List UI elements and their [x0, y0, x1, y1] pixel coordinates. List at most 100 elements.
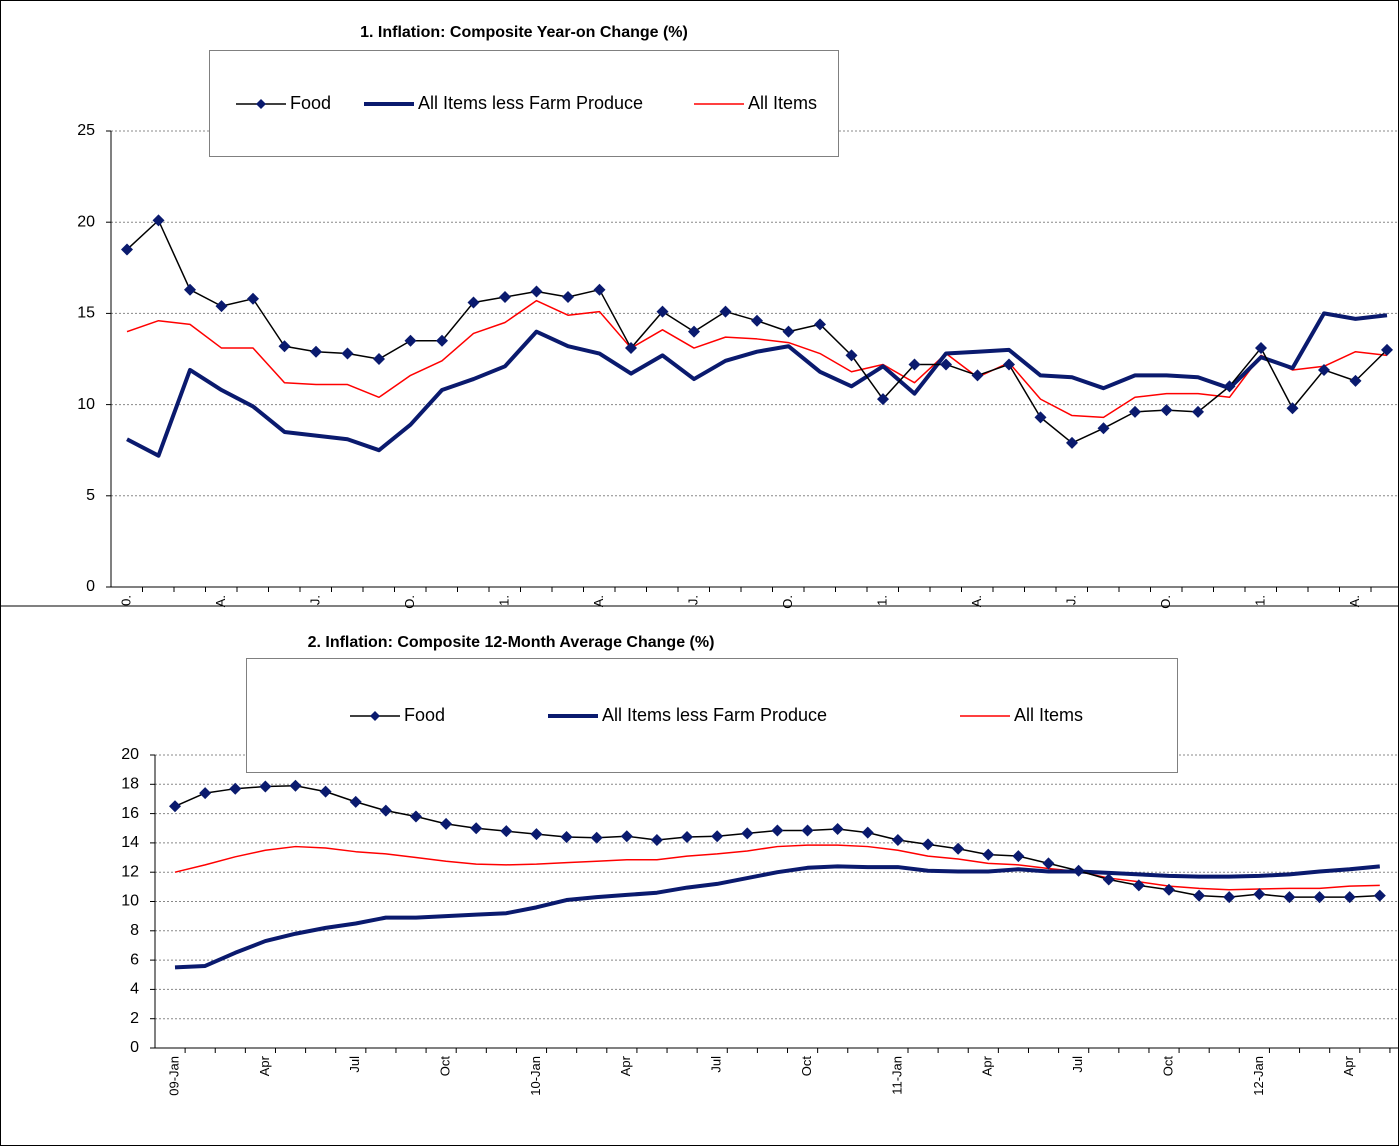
- data-point: [751, 314, 763, 327]
- x-tick-label: 10-Jan: [528, 1056, 543, 1096]
- series-line: [126, 299, 1388, 419]
- data-point: [620, 830, 633, 843]
- data-point: [341, 347, 354, 360]
- x-tick-label: A.: [213, 595, 228, 607]
- y-tick-label: 10: [77, 396, 95, 413]
- legend-box: [246, 658, 1178, 773]
- data-point: [1373, 889, 1386, 902]
- data-point: [952, 842, 965, 855]
- data-point: [1286, 402, 1299, 415]
- data-point: [1343, 891, 1356, 904]
- x-tick-label: A.: [1347, 595, 1362, 607]
- y-tick-label: 18: [121, 776, 139, 793]
- data-point: [319, 785, 332, 798]
- legend-label: Food: [290, 93, 331, 113]
- y-tick-label: 2: [130, 1010, 139, 1027]
- data-point: [1072, 864, 1085, 877]
- data-point: [1102, 873, 1115, 886]
- data-point: [656, 305, 669, 318]
- data-point: [1066, 436, 1078, 449]
- x-tick-label: 0.: [118, 595, 133, 606]
- x-tick-label: Oct: [438, 1056, 453, 1077]
- y-tick-label: 0: [130, 1039, 139, 1056]
- x-tick-label: Apr: [1341, 1055, 1356, 1076]
- series-line: [126, 311, 1388, 458]
- x-tick-label: J.: [307, 595, 322, 605]
- x-tick-label: Jul: [1070, 1056, 1085, 1073]
- x-tick-label: Apr: [257, 1055, 272, 1076]
- data-point: [861, 826, 874, 839]
- x-tick-label: Oct: [799, 1056, 814, 1077]
- y-tick-label: 0: [86, 578, 95, 595]
- data-point: [908, 358, 921, 371]
- data-point: [1097, 422, 1110, 435]
- legend-label: All Items less Farm Produce: [418, 93, 643, 113]
- data-point: [625, 342, 637, 355]
- data-point: [1313, 891, 1326, 904]
- data-point: [470, 822, 483, 835]
- data-point: [1034, 411, 1047, 424]
- y-tick-label: 25: [77, 122, 95, 139]
- x-tick-label: 1.: [496, 595, 511, 606]
- legend-label: Food: [404, 705, 445, 725]
- data-point: [1255, 342, 1267, 355]
- y-tick-label: 8: [130, 922, 139, 939]
- data-point: [215, 300, 228, 313]
- data-point: [982, 848, 995, 861]
- series-line: [174, 844, 1380, 891]
- data-point: [409, 810, 422, 823]
- data-point: [562, 290, 574, 303]
- legend-marker: [370, 711, 380, 721]
- y-tick-label: 12: [121, 863, 139, 880]
- data-point: [771, 824, 784, 837]
- chart-title: 2. Inflation: Composite 12-Month Average…: [308, 634, 715, 651]
- legend-label: All Items: [748, 93, 817, 113]
- data-point: [681, 831, 694, 844]
- data-point: [1042, 857, 1055, 870]
- data-point: [1012, 850, 1025, 863]
- x-tick-label: J.: [1063, 595, 1078, 605]
- data-point: [349, 795, 362, 808]
- data-point: [229, 782, 242, 795]
- y-tick-label: 20: [121, 746, 139, 763]
- data-point: [1160, 404, 1173, 417]
- data-point: [877, 393, 889, 406]
- data-point: [247, 292, 259, 305]
- data-point: [440, 817, 453, 830]
- data-point: [1129, 405, 1141, 418]
- x-tick-label: A.: [591, 595, 606, 607]
- data-point: [152, 214, 165, 227]
- data-point: [436, 334, 448, 347]
- chart-title: 1. Inflation: Composite Year-on Change (…: [360, 24, 688, 41]
- x-tick-label: Jul: [347, 1056, 362, 1073]
- data-point: [530, 828, 543, 841]
- data-point: [814, 318, 826, 331]
- legend-label: All Items: [1014, 705, 1083, 725]
- x-tick-label: 09-Jan: [166, 1056, 181, 1096]
- x-tick-label: Jul: [709, 1056, 724, 1073]
- data-point: [922, 838, 934, 851]
- y-tick-label: 20: [77, 213, 95, 230]
- y-tick-label: 4: [130, 981, 139, 998]
- y-tick-label: 5: [86, 487, 95, 504]
- data-point: [801, 824, 814, 837]
- data-point: [650, 833, 663, 846]
- x-tick-label: 1.: [874, 595, 889, 606]
- x-tick-label: O.: [402, 595, 417, 609]
- x-tick-label: O.: [1158, 595, 1173, 609]
- data-point: [278, 340, 291, 353]
- data-point: [971, 369, 984, 382]
- data-point: [121, 243, 133, 256]
- x-tick-label: 1.: [1252, 595, 1267, 606]
- data-point: [1223, 891, 1236, 904]
- series-line: [174, 864, 1380, 970]
- y-tick-label: 6: [130, 951, 139, 968]
- data-point: [891, 833, 904, 846]
- data-point: [499, 290, 511, 303]
- data-point: [688, 325, 700, 338]
- data-point: [1349, 374, 1362, 387]
- x-tick-label: 12-Jan: [1251, 1056, 1266, 1096]
- data-point: [467, 296, 480, 309]
- data-point: [741, 827, 754, 840]
